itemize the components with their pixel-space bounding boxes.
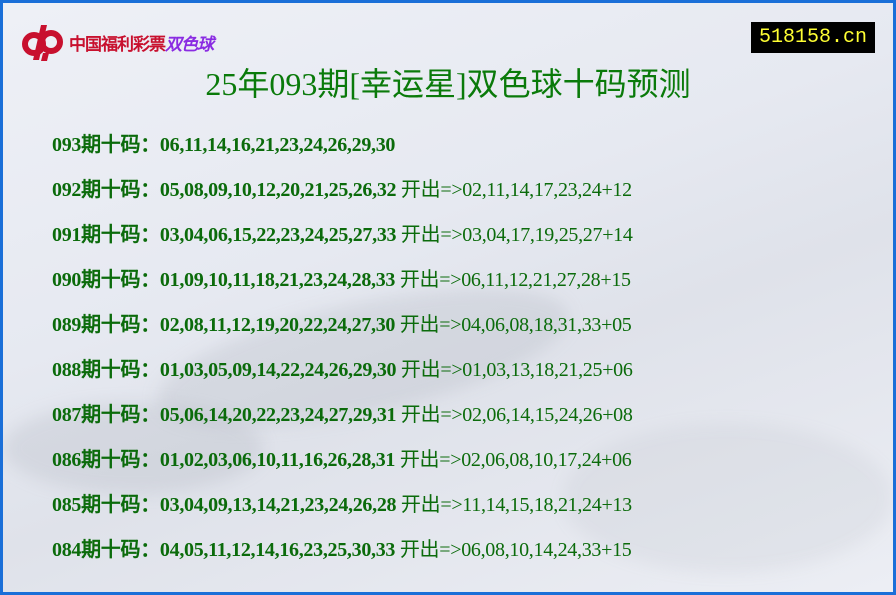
row-label: 期十码： <box>81 269 160 291</box>
predicted-numbers: 04,05,11,12,14,16,23,25,30,33 <box>159 539 396 561</box>
predicted-numbers: 06,11,14,16,21,23,24,26,29,30 <box>159 134 396 156</box>
logo-text-main: 中国福利彩票 <box>69 34 166 55</box>
result-prefix: 开出=> <box>396 404 463 426</box>
row-label: 期十码： <box>81 494 160 516</box>
predicted-numbers: 03,04,06,15,22,23,24,25,27,33 <box>159 224 397 246</box>
row-label: 期十码： <box>81 539 160 561</box>
list-item: 089期十码：02,08,11,12,19,20,22,24,27,30 开出=… <box>52 311 633 356</box>
issue-number: 088 <box>52 359 82 381</box>
row-label: 期十码： <box>81 449 160 471</box>
draw-result: 03,04,17,19,25,27+14 <box>462 224 633 246</box>
result-prefix: 开出=> <box>395 449 462 471</box>
list-item: 087期十码：05,06,14,20,22,23,24,27,29,31 开出=… <box>52 401 633 446</box>
list-item: 091期十码：03,04,06,15,22,23,24,25,27,33 开出=… <box>52 221 633 266</box>
list-item: 090期十码：01,09,10,11,18,21,23,24,28,33 开出=… <box>52 266 633 311</box>
draw-result: 02,11,14,17,23,24+12 <box>462 179 632 201</box>
issue-number: 086 <box>52 449 82 471</box>
list-item: 085期十码：03,04,09,13,14,21,23,24,26,28 开出=… <box>52 491 633 536</box>
issue-number: 091 <box>52 224 82 246</box>
background-wash <box>3 403 263 493</box>
issue-number: 087 <box>52 404 82 426</box>
row-label: 期十码： <box>81 134 160 156</box>
draw-result: 06,11,12,21,27,28+15 <box>461 269 631 291</box>
list-item: 084期十码：04,05,11,12,14,16,23,25,30,33 开出=… <box>52 536 633 581</box>
list-item: 093期十码：06,11,14,16,21,23,24,26,29,30 <box>52 131 633 176</box>
list-item: 088期十码：01,03,05,09,14,22,24,26,29,30 开出=… <box>52 356 633 401</box>
result-prefix: 开出=> <box>396 224 463 246</box>
result-prefix: 开出=> <box>395 314 462 336</box>
logo-text: 中国福利彩票双色球 <box>69 30 214 55</box>
issue-number: 089 <box>52 314 82 336</box>
draw-result: 06,08,10,14,24,33+15 <box>461 539 632 561</box>
logo-text-game: 双色球 <box>165 34 214 55</box>
prediction-list: 093期十码：06,11,14,16,21,23,24,26,29,30 092期… <box>52 131 633 581</box>
site-badge: 518158.cn <box>750 22 875 53</box>
draw-result: 02,06,08,10,17,24+06 <box>461 449 632 471</box>
draw-result: 02,06,14,15,24,26+08 <box>462 404 633 426</box>
predicted-numbers: 01,03,05,09,14,22,24,26,29,30 <box>159 359 397 381</box>
result-prefix: 开出=> <box>396 494 463 516</box>
result-prefix: 开出=> <box>396 359 463 381</box>
lottery-logo: 中国福利彩票双色球 <box>21 23 214 61</box>
result-prefix: 开出=> <box>396 179 463 201</box>
predicted-numbers: 02,08,11,12,19,20,22,24,27,30 <box>159 314 396 336</box>
result-prefix: 开出=> <box>395 539 462 561</box>
draw-result: 11,14,15,18,21,24+13 <box>462 494 632 516</box>
row-label: 期十码： <box>81 404 160 426</box>
predicted-numbers: 05,08,09,10,12,20,21,25,26,32 <box>159 179 397 201</box>
result-prefix: 开出=> <box>395 269 462 291</box>
issue-number: 085 <box>52 494 82 516</box>
page-title: 25年093期[幸运星]双色球十码预测 <box>205 66 691 102</box>
row-label: 期十码： <box>81 314 160 336</box>
row-label: 期十码： <box>81 359 160 381</box>
row-label: 期十码： <box>81 179 160 201</box>
row-label: 期十码： <box>81 224 160 246</box>
predicted-numbers: 05,06,14,20,22,23,24,27,29,31 <box>159 404 397 426</box>
background-wash <box>563 423 893 573</box>
issue-number: 092 <box>52 179 82 201</box>
issue-number: 090 <box>52 269 82 291</box>
issue-number: 093 <box>52 134 82 156</box>
draw-result: 04,06,08,18,31,33+05 <box>461 314 632 336</box>
predicted-numbers: 03,04,09,13,14,21,23,24,26,28 <box>159 494 397 516</box>
draw-result: 01,03,13,18,21,25+06 <box>462 359 633 381</box>
predicted-numbers: 01,09,10,11,18,21,23,24,28,33 <box>159 269 396 291</box>
welfare-lottery-logo-icon <box>22 25 63 61</box>
issue-number: 084 <box>52 539 82 561</box>
list-item: 086期十码：01,02,03,06,10,11,16,26,28,31 开出=… <box>52 446 633 491</box>
list-item: 092期十码：05,08,09,10,12,20,21,25,26,32 开出=… <box>52 176 633 221</box>
predicted-numbers: 01,02,03,06,10,11,16,26,28,31 <box>159 449 396 471</box>
